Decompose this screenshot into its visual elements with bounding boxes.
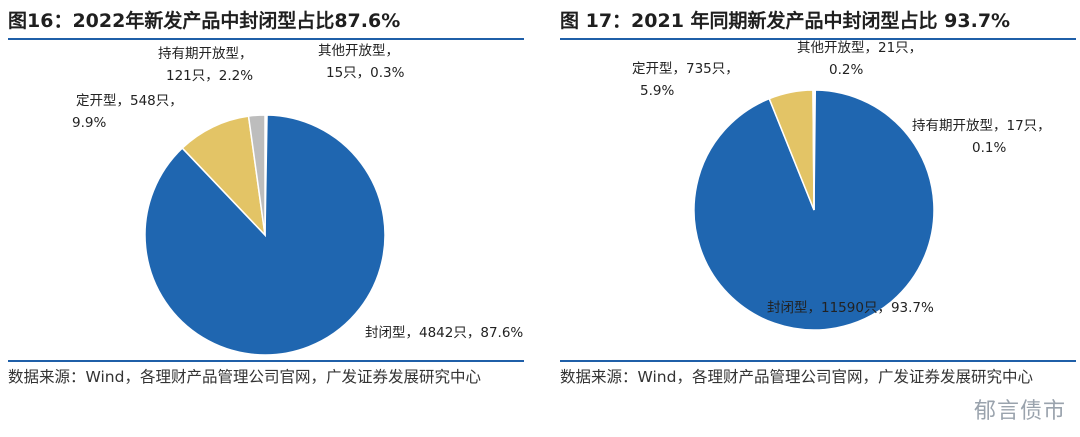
- chart-title: 图 17：2021 年同期新发产品中封闭型占比 93.7%: [560, 10, 1011, 32]
- pie-slice-label: 定开型，548只， 9.9%: [72, 93, 183, 131]
- pie-chart-2022: 封闭型，4842只，87.6% 定开型，548只， 9.9% 持有期开放型， 121只，…: [72, 43, 523, 356]
- pie-slice-label: 持有期开放型，17只， 0.1%: [912, 118, 1051, 156]
- chart-panel-2021: 图 17：2021 年同期新发产品中封闭型占比 93.7% 封闭型，11590只…: [552, 0, 1080, 437]
- pie-slice: [693, 89, 935, 331]
- pie-slice: [247, 114, 266, 236]
- pie-slice-label: 定开型，735只， 5.9%: [632, 61, 739, 99]
- pie-slice-label: 封闭型，11590只，93.7%: [767, 300, 934, 316]
- source-note: 数据来源：Wind，各理财产品管理公司官网，广发证券发展研究中心: [8, 368, 481, 386]
- source-note: 数据来源：Wind，各理财产品管理公司官网，广发证券发展研究中心: [560, 368, 1033, 386]
- pie-slice-label: 封闭型，4842只，87.6%: [365, 325, 523, 341]
- pie-slice: [144, 114, 386, 356]
- pie-slice-label: 其他开放型， 15只，0.3%: [318, 43, 405, 81]
- chart-title: 图16：2022年新发产品中封闭型占比87.6%: [8, 10, 401, 32]
- watermark-logo: 郁言债市: [973, 399, 1066, 424]
- pie-slice: [812, 89, 815, 211]
- source-divider: [560, 360, 1076, 362]
- title-divider: [560, 38, 1076, 40]
- chart-panel-2022: 图16：2022年新发产品中封闭型占比87.6% 封闭型，4842只，87.6%…: [0, 0, 528, 437]
- pie-chart-2021: 封闭型，11590只，93.7% 定开型，735只， 5.9% 持有期开放型，17只，…: [632, 40, 1051, 331]
- pie-slice: [181, 115, 267, 238]
- source-divider: [8, 360, 524, 362]
- pie-slice-label: 持有期开放型， 121只，2.2%: [158, 46, 253, 84]
- title-divider: [8, 38, 524, 40]
- pie-slice-label: 其他开放型，21只， 0.2%: [797, 40, 922, 78]
